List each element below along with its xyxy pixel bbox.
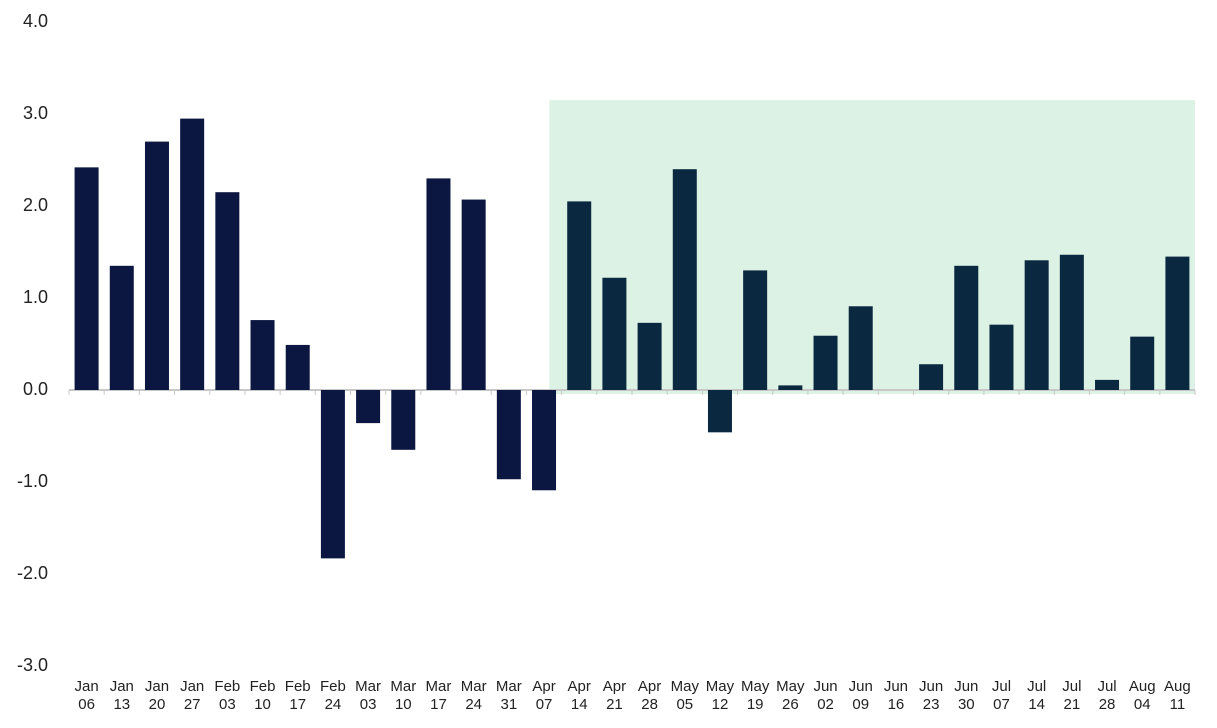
x-tick-label: Jun 16 [883, 678, 908, 713]
y-tick-label: -3.0 [17, 655, 48, 675]
bar [989, 324, 1014, 390]
x-tick-label: Mar 17 [425, 678, 452, 713]
x-tick-label: Apr 14 [567, 678, 591, 713]
y-tick-label: -2.0 [17, 563, 48, 583]
y-tick-label: -1.0 [17, 471, 48, 491]
x-tick-label: Mar 24 [460, 678, 487, 713]
x-tick-label: Mar 31 [495, 678, 522, 713]
x-tick-label: Apr 07 [532, 678, 556, 713]
bar [1095, 379, 1120, 390]
bar [602, 277, 627, 390]
x-tick-label: May 19 [740, 678, 770, 713]
bar [813, 335, 838, 390]
x-tick-label: Jul 21 [1062, 678, 1082, 713]
y-tick-label: 1.0 [23, 287, 48, 307]
x-tick-label: Jun 30 [954, 678, 979, 713]
x-tick-label: Jan 20 [144, 678, 170, 713]
bar [250, 320, 275, 390]
x-tick-label: Apr 28 [637, 678, 662, 713]
bar [426, 178, 451, 390]
bar [637, 322, 662, 390]
bar [567, 201, 592, 390]
bar [743, 270, 768, 390]
x-tick-label: Jun 02 [813, 678, 838, 713]
bar [707, 390, 732, 433]
bar [356, 390, 381, 424]
bar [109, 265, 134, 390]
x-tick-label: Feb 24 [319, 678, 346, 713]
x-tick-label: Apr 21 [602, 678, 627, 713]
x-tick-label: Jul 14 [1027, 678, 1047, 713]
bar [320, 390, 345, 559]
bar [954, 265, 979, 390]
x-tick-label: Feb 10 [249, 678, 276, 713]
bar [461, 199, 486, 390]
x-tick-label: May 26 [776, 678, 805, 713]
bar [1130, 336, 1155, 390]
x-tick-label: Mar 10 [390, 678, 417, 713]
x-tick-label: Jul 07 [991, 678, 1012, 713]
x-tick-label: May 05 [670, 678, 699, 713]
bar [532, 390, 557, 491]
x-tick-label: Jan 13 [109, 678, 134, 713]
x-tick-label: Jan 27 [180, 678, 205, 713]
bar [74, 167, 99, 390]
y-tick-label: 4.0 [23, 11, 48, 31]
bar [672, 169, 697, 390]
x-tick-label: Jan 06 [74, 678, 99, 713]
y-tick-label: 0.0 [23, 379, 48, 399]
bar [391, 390, 416, 450]
x-tick-label: Feb 17 [284, 678, 311, 713]
y-tick-label: 2.0 [23, 195, 48, 215]
x-tick-label: Jul 28 [1097, 678, 1117, 713]
bar [215, 192, 240, 390]
x-tick-label: Mar 03 [355, 678, 382, 713]
x-tick-label: Jun 09 [848, 678, 873, 713]
y-tick-label: 3.0 [23, 103, 48, 123]
bar [1024, 260, 1049, 390]
x-tick-label: Aug 11 [1164, 678, 1191, 713]
bar [778, 385, 803, 390]
bar [1165, 256, 1190, 390]
x-tick-label: May 12 [705, 678, 735, 713]
bar [180, 118, 205, 390]
bar [285, 344, 310, 390]
bar [144, 141, 169, 390]
bar [1059, 254, 1084, 390]
x-tick-label: Aug 04 [1128, 678, 1156, 713]
x-tick-label: Jun 23 [919, 678, 944, 713]
bar [848, 306, 873, 390]
bar [919, 364, 944, 390]
bar [496, 390, 521, 480]
x-tick-label: Feb 03 [214, 678, 241, 713]
